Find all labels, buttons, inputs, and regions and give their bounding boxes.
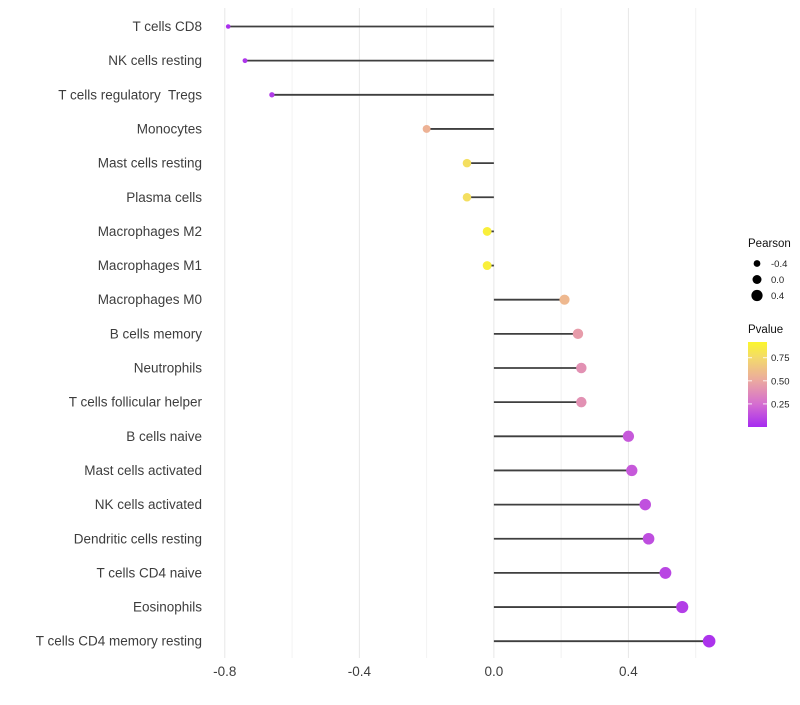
lollipop-dot: [702, 634, 716, 648]
category-label: NK cells resting: [108, 53, 202, 68]
lollipop-dot: [482, 226, 492, 236]
category-label: Neutrophils: [134, 361, 203, 376]
legend-color-tick-label: 0.25: [771, 399, 790, 410]
lollipop-dot: [576, 396, 587, 408]
category-label: Macrophages M2: [98, 224, 202, 239]
legend-color-tick-label: 0.50: [771, 376, 790, 387]
category-label: T cells CD4 naive: [96, 565, 202, 580]
lollipop-dot: [422, 125, 431, 133]
category-label: T cells follicular helper: [69, 395, 203, 410]
category-label: Mast cells resting: [98, 156, 202, 171]
lollipop-dot: [622, 430, 635, 442]
category-label: Plasma cells: [126, 190, 202, 205]
lollipop-dot: [559, 294, 570, 305]
lollipop-dot: [269, 92, 275, 98]
lollipop-dot: [462, 192, 472, 202]
x-tick-label: -0.4: [348, 664, 372, 679]
lollipop-dot: [462, 158, 472, 168]
x-tick-label: 0.0: [484, 664, 503, 679]
lollipop-dot: [572, 328, 584, 340]
legend-size-label: 0.0: [771, 275, 784, 286]
lollipop-dot: [639, 498, 651, 511]
lollipop-dot: [642, 532, 655, 545]
legend-color-title: Pvalue: [748, 324, 783, 336]
category-label: B cells naive: [126, 429, 202, 444]
category-label: NK cells activated: [95, 497, 202, 512]
legend-size-label: -0.4: [771, 259, 787, 270]
x-tick-label: -0.8: [213, 664, 236, 679]
category-label: T cells CD4 memory resting: [36, 634, 202, 649]
lollipop-dot: [576, 362, 587, 374]
lollipop-dot: [659, 566, 672, 579]
category-label: Macrophages M0: [98, 292, 202, 307]
legend-gradient-bar: [748, 342, 767, 427]
category-label: Eosinophils: [133, 600, 202, 615]
legend-size-dot: [751, 289, 763, 302]
category-label: Mast cells activated: [84, 463, 202, 478]
lollipop-dot: [225, 24, 231, 29]
x-tick-label: 0.4: [619, 664, 638, 679]
legend-size-title: Pearson: [748, 238, 791, 250]
legend-size-dot: [752, 275, 762, 284]
category-label: Dendritic cells resting: [74, 531, 202, 546]
lollipop-dot: [676, 600, 689, 614]
legend-size-dot: [753, 260, 761, 267]
lollipop-dot: [626, 464, 638, 477]
legend-size-label: 0.4: [771, 291, 784, 302]
legend-color-tick-label: 0.75: [771, 353, 790, 364]
category-label: Monocytes: [137, 121, 203, 136]
category-label: T cells CD8: [132, 19, 202, 34]
category-label: T cells regulatory Tregs: [58, 87, 202, 102]
lollipop-dot: [242, 58, 248, 64]
category-label: Macrophages M1: [98, 258, 202, 273]
lollipop-dot: [482, 261, 492, 270]
category-label: B cells memory: [110, 326, 203, 341]
